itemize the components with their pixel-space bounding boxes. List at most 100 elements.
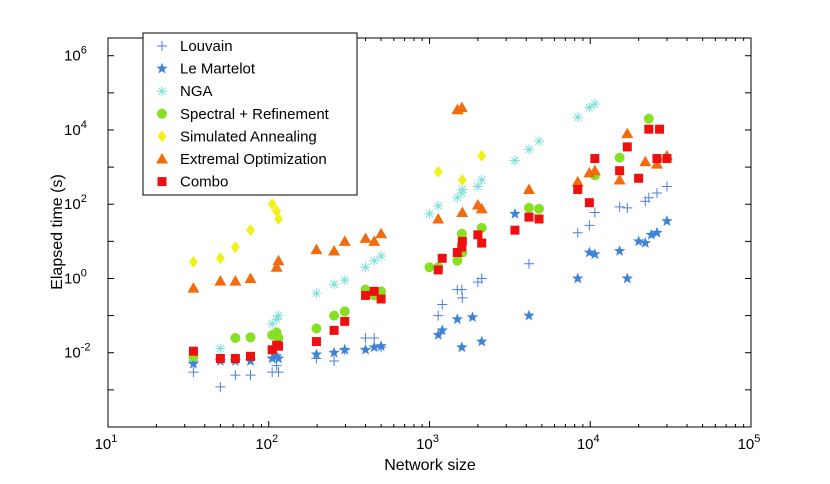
legend-marker-spectral-refinement (157, 108, 167, 119)
x-tick-label: 103 (416, 433, 439, 453)
point-louvain (329, 355, 340, 366)
point-nga (457, 184, 468, 195)
point-le-martelot (310, 348, 323, 360)
point-nga (339, 275, 350, 286)
point-extremal-optimization (455, 101, 468, 113)
legend-marker-louvain (157, 41, 167, 51)
point-extremal-optimization (187, 282, 200, 293)
point-combo (534, 214, 544, 224)
point-extremal-optimization (338, 235, 351, 246)
point-louvain (437, 299, 448, 310)
point-louvain (245, 370, 256, 381)
x-tick-label: 105 (738, 433, 761, 453)
point-louvain (584, 220, 595, 231)
point-combo (644, 124, 654, 134)
legend-label-louvain: Louvain (180, 38, 233, 55)
point-extremal-optimization (650, 158, 663, 169)
point-le-martelot (572, 272, 584, 284)
point-le-martelot (270, 350, 283, 362)
point-louvain (661, 181, 672, 192)
point-spectral-refinement (339, 306, 350, 317)
point-le-martelot (476, 335, 488, 347)
point-nga (215, 343, 226, 354)
point-spectral-refinement (424, 262, 435, 273)
point-nga (360, 262, 371, 273)
point-spectral-refinement (534, 203, 545, 214)
point-simulated-annealing (267, 198, 277, 211)
legend-marker-le-martelot (156, 62, 168, 74)
point-simulated-annealing (433, 165, 443, 178)
point-spectral-refinement (311, 323, 322, 334)
point-extremal-optimization (272, 254, 285, 266)
point-combo (230, 353, 240, 363)
point-le-martelot (632, 235, 645, 247)
legend-label-nga: NGA (180, 83, 213, 100)
point-combo (477, 238, 487, 248)
y-tick-label: 102 (64, 193, 87, 213)
point-spectral-refinement (245, 332, 256, 343)
legend-label-combo: Combo (180, 174, 228, 191)
point-louvain (433, 310, 444, 321)
point-simulated-annealing (215, 252, 225, 265)
point-nga (433, 200, 444, 211)
legend-label-spectral-refinement: Spectral + Refinement (180, 106, 330, 123)
point-extremal-optimization (375, 227, 388, 239)
point-louvain (614, 201, 625, 212)
point-combo (652, 154, 662, 164)
y-tick-label: 10-2 (64, 342, 90, 362)
x-axis-label: Network size (384, 457, 476, 474)
point-louvain (589, 207, 600, 218)
point-spectral-refinement (456, 228, 467, 239)
point-spectral-refinement (452, 255, 463, 266)
point-combo (274, 341, 284, 351)
point-louvain (230, 370, 241, 381)
point-nga (267, 318, 278, 329)
point-nga (424, 208, 435, 219)
point-le-martelot (375, 340, 387, 352)
point-louvain (523, 258, 534, 269)
legend-label-le-martelot: Le Martelot (180, 61, 256, 78)
point-spectral-refinement (614, 152, 625, 163)
point-extremal-optimization (270, 261, 283, 272)
point-combo (662, 154, 672, 164)
point-combo (188, 346, 198, 356)
point-le-martelot (368, 341, 380, 353)
point-extremal-optimization (214, 275, 227, 286)
point-nga (273, 310, 284, 321)
point-combo (311, 337, 321, 347)
x-tick-label: 102 (255, 433, 278, 453)
point-nga (329, 279, 340, 290)
point-extremal-optimization (359, 232, 372, 243)
point-extremal-optimization (588, 164, 601, 176)
point-louvain (215, 381, 226, 392)
point-nga (452, 192, 463, 203)
point-combo (340, 316, 350, 326)
point-le-martelot (272, 352, 285, 364)
point-nga (476, 174, 487, 185)
point-nga (376, 251, 387, 262)
point-le-martelot (651, 226, 663, 238)
point-nga (271, 314, 282, 325)
point-combo (457, 242, 467, 252)
point-simulated-annealing (477, 149, 487, 162)
point-extremal-optimization (244, 272, 257, 283)
point-le-martelot (661, 215, 673, 227)
point-extremal-optimization (432, 213, 445, 224)
legend-marker-nga (157, 86, 167, 97)
point-louvain (273, 367, 284, 378)
point-le-martelot (187, 357, 200, 369)
point-louvain (651, 188, 662, 199)
point-spectral-refinement (273, 332, 284, 343)
legend-label-simulated-annealing: Simulated Annealing (180, 128, 317, 145)
point-combo (215, 353, 225, 363)
x-tick-label: 104 (577, 433, 600, 453)
point-combo (361, 290, 371, 300)
point-le-martelot (621, 272, 633, 284)
point-nga (589, 99, 600, 110)
point-extremal-optimization (475, 202, 488, 214)
point-extremal-optimization (328, 244, 341, 256)
point-combo (590, 154, 600, 164)
point-louvain (572, 227, 583, 238)
